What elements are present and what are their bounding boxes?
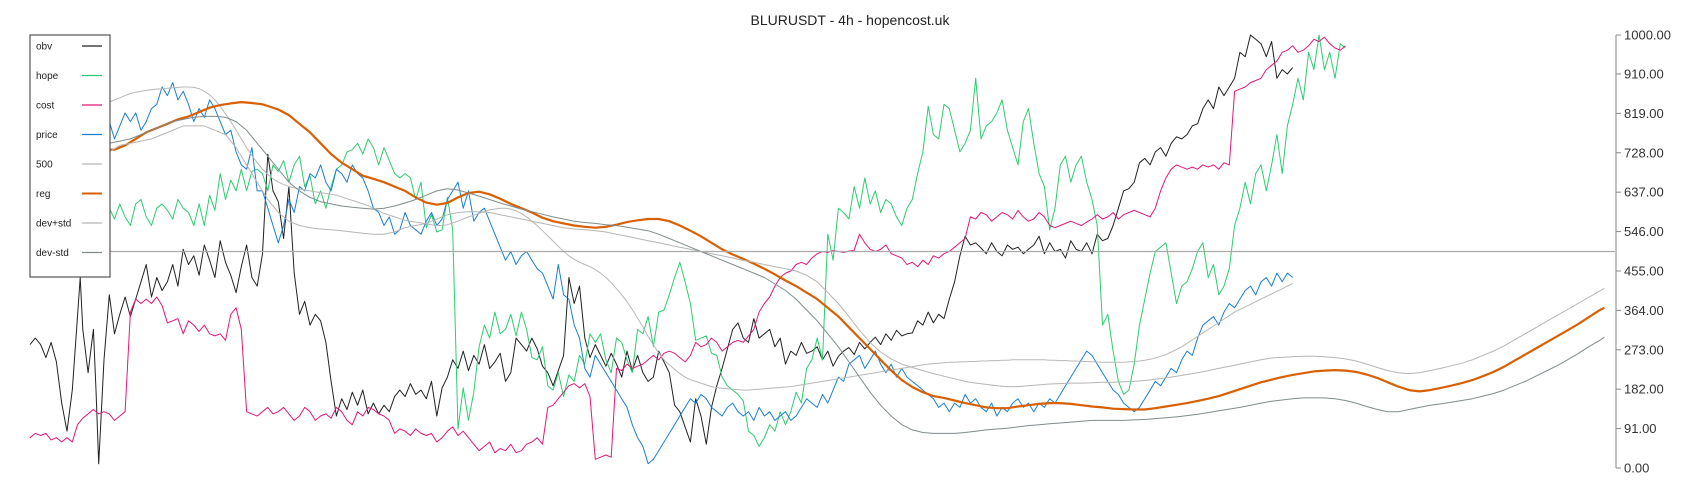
y-tick-label: 0.00	[1624, 461, 1649, 476]
series-hope-line	[29, 34, 1346, 447]
y-tick-label: 364.00	[1624, 303, 1664, 318]
y-tick-label: 910.00	[1624, 66, 1664, 81]
series-layer	[29, 34, 1605, 465]
series-price-line	[29, 82, 1294, 465]
y-tick-label: 182.00	[1624, 382, 1664, 397]
legend-label: dev+std	[36, 219, 71, 230]
y-tick-label: 273.00	[1624, 342, 1664, 357]
y-tick-label: 728.00	[1624, 145, 1664, 160]
legend-label: reg	[36, 189, 50, 200]
legend-label: hope	[36, 71, 59, 82]
series-500-line	[29, 60, 1293, 391]
y-tick-label: 1000.00	[1624, 28, 1671, 43]
y-tick-label: 637.00	[1624, 185, 1664, 200]
series-reg-line	[29, 94, 1605, 411]
series-dev-std-line	[29, 115, 1605, 434]
series-cost-line	[29, 36, 1346, 460]
y-tick-label: 819.00	[1624, 106, 1664, 121]
series-obv-line	[29, 34, 1294, 465]
legend: obv hope cost price 500 reg dev+std dev-std	[29, 34, 111, 278]
legend-label: 500	[36, 160, 53, 171]
legend-label: price	[36, 130, 58, 141]
y-tick-label: 546.00	[1624, 224, 1664, 239]
legend-label: cost	[36, 101, 55, 112]
y-tick-label: 455.00	[1624, 263, 1664, 278]
legend-label: obv	[36, 42, 52, 53]
chart-title: BLURUSDT - 4h - hopencost.uk	[750, 12, 950, 28]
y-tick-label: 91.00	[1624, 421, 1657, 436]
y-axis: 1000.00 910.00 819.00 728.00 637.00 546.00 455…	[1615, 28, 1671, 476]
legend-label: dev-std	[36, 248, 69, 259]
series-dev-plus-std-line	[30, 125, 1605, 388]
